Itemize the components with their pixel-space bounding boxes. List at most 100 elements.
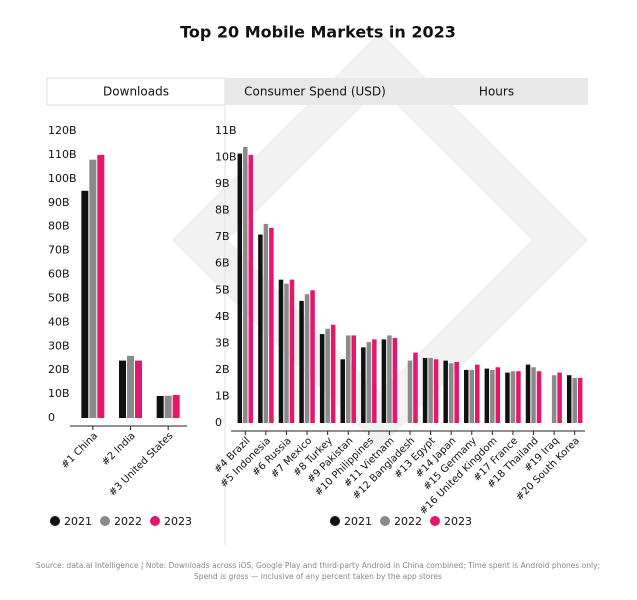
bar bbox=[263, 223, 269, 423]
bar bbox=[81, 190, 89, 418]
legend-label: 2022 bbox=[394, 515, 422, 528]
bar bbox=[454, 361, 459, 423]
bar bbox=[258, 234, 263, 423]
bar bbox=[484, 368, 490, 423]
x-tick-label: #3 United States bbox=[107, 430, 175, 498]
bar bbox=[577, 377, 583, 423]
bar bbox=[469, 369, 475, 423]
bar bbox=[127, 355, 134, 418]
legend-swatch bbox=[100, 516, 110, 526]
bar bbox=[310, 290, 315, 423]
y-tick-label: 2B bbox=[215, 363, 230, 376]
bar bbox=[551, 375, 557, 423]
bar bbox=[572, 377, 577, 423]
bar bbox=[284, 283, 289, 423]
bar bbox=[89, 159, 97, 418]
watermark bbox=[171, 31, 589, 449]
y-tick-label: 30B bbox=[48, 339, 70, 352]
tab-label[interactable]: Hours bbox=[479, 85, 514, 99]
tab-label[interactable]: Downloads bbox=[103, 85, 169, 99]
y-tick-label: 90B bbox=[48, 196, 70, 209]
legend-label: 2021 bbox=[344, 515, 372, 528]
legend-swatch bbox=[50, 516, 60, 526]
legend-label: 2022 bbox=[114, 515, 142, 528]
bar bbox=[407, 360, 413, 423]
bar bbox=[372, 339, 377, 423]
bar bbox=[464, 369, 469, 423]
bar bbox=[330, 324, 336, 423]
y-tick-label: 50B bbox=[48, 291, 70, 304]
legend-swatch bbox=[380, 516, 390, 526]
bar bbox=[243, 146, 248, 423]
bar bbox=[172, 395, 180, 418]
legend-swatch bbox=[330, 516, 340, 526]
bar bbox=[97, 154, 105, 418]
bar bbox=[135, 360, 142, 418]
bar bbox=[345, 335, 351, 423]
tab[interactable] bbox=[46, 77, 226, 106]
bar bbox=[319, 334, 325, 423]
bar bbox=[413, 352, 418, 423]
bar bbox=[164, 395, 172, 418]
bar bbox=[536, 371, 542, 423]
legend-label: 2023 bbox=[444, 515, 472, 528]
y-tick-label: 6B bbox=[215, 257, 230, 270]
bar bbox=[566, 375, 572, 423]
x-tick-label: #1 China bbox=[59, 430, 100, 471]
y-tick-label: 7B bbox=[215, 230, 230, 243]
bar bbox=[289, 279, 295, 423]
bar bbox=[433, 359, 439, 423]
bar bbox=[361, 347, 366, 423]
bar bbox=[325, 328, 330, 423]
bar bbox=[490, 369, 495, 423]
bar bbox=[387, 335, 392, 423]
bar bbox=[248, 154, 254, 423]
y-tick-label: 100B bbox=[48, 172, 77, 185]
y-tick-label: 120B bbox=[48, 124, 77, 137]
bar bbox=[525, 364, 531, 423]
bar bbox=[278, 279, 284, 423]
y-tick-label: 20B bbox=[48, 363, 70, 376]
y-tick-label: 70B bbox=[48, 244, 70, 257]
y-tick-label: 11B bbox=[215, 124, 237, 137]
legend-label: 2021 bbox=[64, 515, 92, 528]
y-tick-label: 8B bbox=[215, 204, 230, 217]
y-tick-label: 110B bbox=[48, 148, 77, 161]
bar bbox=[422, 357, 428, 423]
x-tick-label: #2 India bbox=[100, 430, 138, 468]
tab[interactable] bbox=[225, 78, 405, 105]
bar bbox=[351, 335, 356, 423]
bar bbox=[475, 364, 480, 423]
y-tick-label: 0 bbox=[48, 411, 55, 424]
legend-swatch bbox=[150, 516, 160, 526]
bar bbox=[237, 153, 243, 423]
bar bbox=[156, 395, 164, 418]
y-tick-label: 10B bbox=[48, 387, 70, 400]
y-tick-label: 5B bbox=[215, 283, 230, 296]
y-tick-label: 60B bbox=[48, 268, 70, 281]
bar bbox=[299, 300, 304, 423]
tab-label[interactable]: Consumer Spend (USD) bbox=[244, 85, 386, 99]
bar bbox=[516, 371, 521, 423]
page-title: Top 20 Mobile Markets in 2023 bbox=[180, 23, 456, 42]
bar bbox=[428, 357, 433, 423]
tab[interactable] bbox=[405, 78, 588, 105]
y-tick-label: 1B bbox=[215, 389, 230, 402]
source-note: Spend is gross — inclusive of any percen… bbox=[194, 572, 442, 581]
bar bbox=[557, 372, 562, 423]
bar bbox=[392, 338, 398, 423]
bar bbox=[505, 372, 510, 423]
bar bbox=[119, 360, 126, 418]
bar bbox=[448, 363, 454, 423]
y-tick-label: 10B bbox=[215, 151, 237, 164]
y-tick-label: 4B bbox=[215, 310, 230, 323]
y-tick-label: 40B bbox=[48, 315, 70, 328]
bar bbox=[510, 371, 516, 423]
legend-label: 2023 bbox=[164, 515, 192, 528]
bar bbox=[269, 227, 274, 423]
bar bbox=[495, 367, 501, 423]
y-tick-label: 80B bbox=[48, 220, 70, 233]
bar bbox=[443, 360, 448, 423]
tab-bar: Downloads Consumer Spend (USD) Hours bbox=[46, 77, 588, 545]
